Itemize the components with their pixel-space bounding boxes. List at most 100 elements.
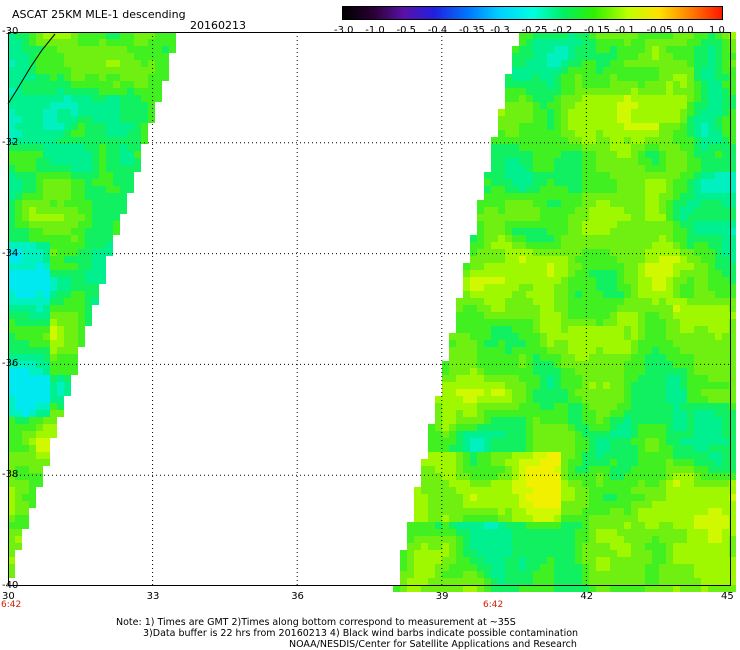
wind-cell — [729, 578, 736, 585]
wind-cell — [8, 39, 15, 46]
wind-cell — [64, 340, 71, 347]
wind-cell — [582, 508, 589, 515]
wind-cell — [78, 319, 85, 326]
wind-cell — [596, 32, 603, 39]
wind-cell — [596, 291, 603, 298]
wind-cell — [617, 242, 624, 249]
wind-cell — [729, 291, 736, 298]
wind-cell — [8, 438, 15, 445]
wind-cell — [99, 53, 106, 60]
wind-cell — [449, 494, 456, 501]
wind-cell — [610, 585, 617, 592]
wind-cell — [456, 354, 463, 361]
wind-cell — [36, 284, 43, 291]
wind-cell — [442, 522, 449, 529]
wind-cell — [498, 193, 505, 200]
wind-cell — [106, 137, 113, 144]
wind-cell — [519, 487, 526, 494]
wind-cell — [701, 151, 708, 158]
wind-cell — [43, 396, 50, 403]
wind-cell — [617, 487, 624, 494]
wind-cell — [36, 228, 43, 235]
wind-cell — [687, 459, 694, 466]
wind-cell — [554, 53, 561, 60]
wind-cell — [78, 228, 85, 235]
wind-cell — [512, 340, 519, 347]
wind-cell — [421, 515, 428, 522]
wind-cell — [610, 214, 617, 221]
wind-cell — [708, 515, 715, 522]
wind-cell — [617, 522, 624, 529]
wind-cell — [645, 123, 652, 130]
wind-cell — [617, 263, 624, 270]
wind-cell — [99, 249, 106, 256]
wind-cell — [596, 95, 603, 102]
wind-cell — [540, 158, 547, 165]
wind-cell — [680, 53, 687, 60]
wind-cell — [498, 585, 505, 592]
wind-cell — [554, 214, 561, 221]
wind-cell — [85, 228, 92, 235]
wind-cell — [540, 445, 547, 452]
wind-cell — [99, 235, 106, 242]
wind-cell — [561, 571, 568, 578]
wind-cell — [610, 347, 617, 354]
wind-cell — [722, 312, 729, 319]
wind-cell — [519, 375, 526, 382]
wind-cell — [687, 410, 694, 417]
wind-cell — [715, 396, 722, 403]
wind-cell — [610, 130, 617, 137]
wind-cell — [141, 109, 148, 116]
wind-cell — [43, 445, 50, 452]
wind-cell — [687, 242, 694, 249]
wind-cell — [29, 487, 36, 494]
wind-cell — [64, 277, 71, 284]
wind-cell — [484, 515, 491, 522]
wind-cell — [568, 102, 575, 109]
wind-cell — [22, 193, 29, 200]
wind-cell — [505, 214, 512, 221]
wind-cell — [694, 347, 701, 354]
wind-cell — [603, 207, 610, 214]
wind-cell — [498, 480, 505, 487]
wind-cell — [498, 109, 505, 116]
wind-cell — [617, 445, 624, 452]
wind-cell — [652, 312, 659, 319]
wind-cell — [638, 431, 645, 438]
wind-cell — [624, 550, 631, 557]
wind-cell — [526, 361, 533, 368]
wind-cell — [498, 487, 505, 494]
wind-cell — [526, 186, 533, 193]
wind-cell — [596, 578, 603, 585]
wind-cell — [29, 242, 36, 249]
wind-cell — [64, 242, 71, 249]
wind-cell — [162, 39, 169, 46]
wind-cell — [589, 298, 596, 305]
wind-cell — [638, 284, 645, 291]
wind-cell — [582, 557, 589, 564]
wind-cell — [575, 396, 582, 403]
wind-cell — [561, 389, 568, 396]
wind-cell — [694, 522, 701, 529]
wind-cell — [561, 564, 568, 571]
wind-cell — [729, 529, 736, 536]
wind-cell — [22, 263, 29, 270]
wind-cell — [722, 88, 729, 95]
wind-cell — [113, 102, 120, 109]
wind-cell — [610, 515, 617, 522]
wind-cell — [36, 305, 43, 312]
wind-cell — [561, 459, 568, 466]
wind-cell — [435, 466, 442, 473]
wind-cell — [659, 116, 666, 123]
wind-cell — [50, 123, 57, 130]
wind-cell — [491, 263, 498, 270]
wind-cell — [456, 473, 463, 480]
wind-cell — [92, 284, 99, 291]
wind-cell — [470, 564, 477, 571]
wind-cell — [71, 144, 78, 151]
wind-cell — [36, 235, 43, 242]
wind-cell — [603, 333, 610, 340]
wind-cell — [477, 501, 484, 508]
wind-cell — [624, 585, 631, 592]
wind-cell — [701, 60, 708, 67]
